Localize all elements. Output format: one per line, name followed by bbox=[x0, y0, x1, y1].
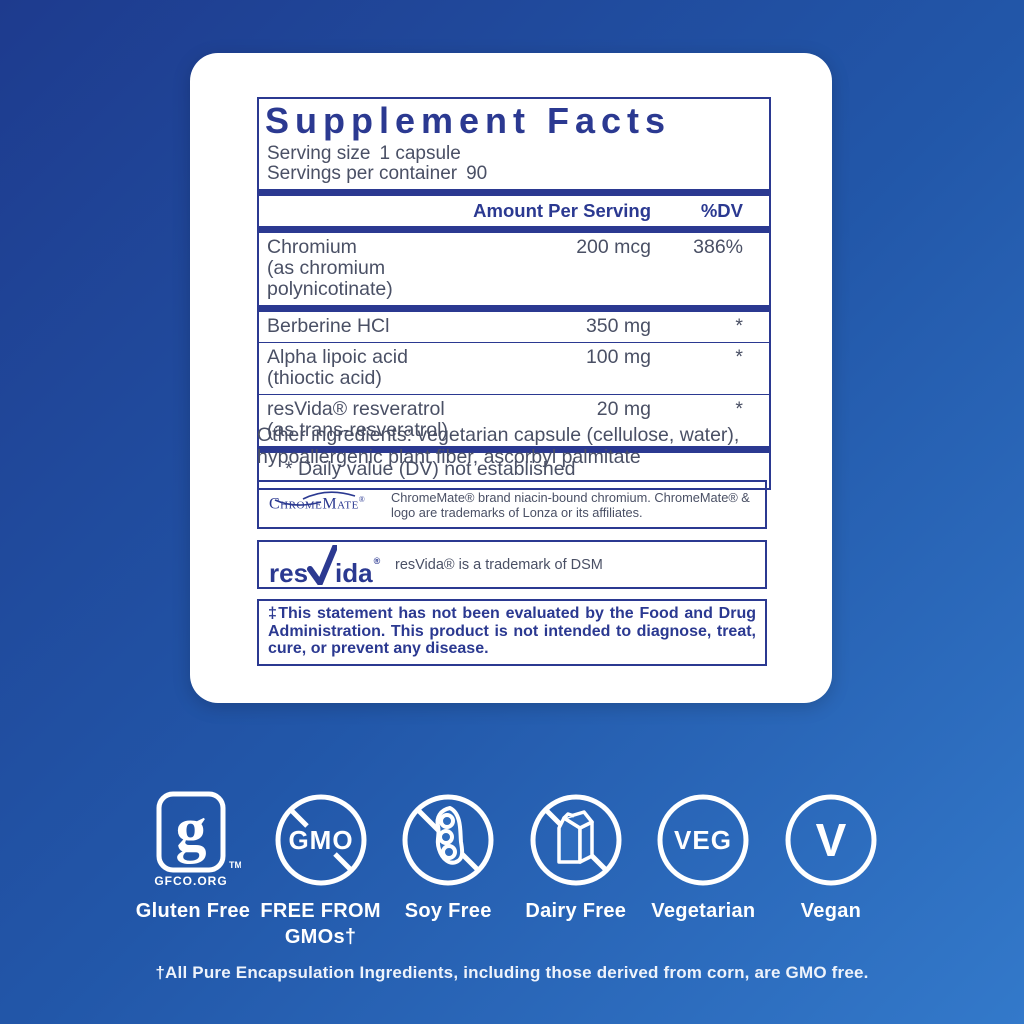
serving-size-value: 1 capsule bbox=[379, 143, 461, 164]
divider-bar bbox=[259, 305, 769, 312]
badge-vegan: V Vegan bbox=[771, 788, 891, 950]
chromemate-info-box: ChromeMate® ChromeMate® brand niacin-bou… bbox=[257, 480, 767, 529]
gmo-free-icon: GMO bbox=[275, 794, 367, 886]
badge-gluten-free: g TM GFCO.ORG Gluten Free bbox=[133, 788, 253, 950]
ingredient-amount: 20 mg bbox=[596, 398, 651, 420]
supplement-facts-title: Supplement Facts bbox=[265, 100, 672, 141]
svg-text:VEG: VEG bbox=[674, 825, 732, 855]
badge-soy-free: Soy Free bbox=[388, 788, 508, 950]
vegan-icon: V bbox=[785, 794, 877, 886]
daily-value-note: * Daily value (DV) not established bbox=[285, 458, 576, 480]
milk-carton-crossed-icon bbox=[530, 794, 622, 886]
svg-text:GFCO.ORG: GFCO.ORG bbox=[154, 874, 227, 888]
resvida-logo: res ida ® bbox=[269, 544, 381, 586]
badge-dairy-free: Dairy Free bbox=[516, 788, 636, 950]
table-row-berberine: Berberine HCl 350 mg * bbox=[259, 312, 769, 342]
svg-text:TM: TM bbox=[229, 860, 241, 870]
divider-bar bbox=[259, 446, 769, 453]
column-header-amount: Amount Per Serving bbox=[473, 200, 651, 221]
column-header-dv: %DV bbox=[700, 200, 743, 221]
svg-text:g: g bbox=[176, 796, 207, 864]
badge-label: FREE FROM GMOs† bbox=[260, 900, 381, 948]
gluten-free-gfco-icon: g TM GFCO.ORG bbox=[154, 791, 241, 888]
badge-gmo-free: GMO FREE FROM GMOs† bbox=[260, 788, 381, 950]
badge-label: Vegetarian bbox=[651, 900, 756, 922]
vegetarian-icon: VEG bbox=[657, 794, 749, 886]
serving-size: Serving size 1 capsule bbox=[259, 144, 769, 164]
servings-label: Servings per container bbox=[267, 163, 458, 184]
badge-vegetarian: VEG Vegetarian bbox=[643, 788, 763, 950]
ingredient-source: (as trans-resveratrol) bbox=[267, 419, 448, 441]
certification-badges: g TM GFCO.ORG Gluten Free GMO FREE FROM … bbox=[133, 788, 891, 950]
chromemate-trademark-text: ChromeMate® brand niacin-bound chromium.… bbox=[391, 489, 750, 520]
soybean-crossed-icon bbox=[402, 794, 494, 886]
ingredient-name: Berberine HCl bbox=[267, 315, 390, 337]
divider-bar bbox=[259, 189, 769, 196]
product-label-card: Supplement Facts Serving size 1 capsule S… bbox=[190, 53, 832, 703]
chromemate-swoosh-icon bbox=[274, 491, 356, 507]
badge-label: Vegan bbox=[800, 900, 862, 922]
divider-bar bbox=[259, 226, 769, 233]
chromemate-logo: ChromeMate® bbox=[269, 491, 377, 513]
servings-value: 90 bbox=[466, 163, 488, 184]
ingredient-dv: * bbox=[735, 398, 743, 420]
ingredient-name: Alpha lipoic acid (thioctic acid) bbox=[267, 346, 408, 389]
table-row-alpha-lipoic: Alpha lipoic acid (thioctic acid) 100 mg… bbox=[259, 342, 769, 394]
supplement-facts-panel: Supplement Facts Serving size 1 capsule S… bbox=[257, 97, 771, 490]
ingredient-amount: 100 mg bbox=[585, 346, 651, 368]
ingredient-dv: 386% bbox=[693, 236, 743, 258]
serving-size-label: Serving size bbox=[267, 143, 371, 164]
ingredient-dv: * bbox=[735, 315, 743, 337]
svg-text:V: V bbox=[816, 814, 847, 866]
ingredient-name: resVida® resveratrol bbox=[267, 398, 445, 420]
gmo-footnote: †All Pure Encapsulation Ingredients, inc… bbox=[155, 963, 869, 982]
servings-per-container: Servings per container 90 bbox=[259, 164, 769, 189]
ingredient-source: (as chromium polynicotinate) bbox=[267, 257, 393, 300]
badge-label: Soy Free bbox=[404, 900, 492, 922]
table-header: Amount Per Serving %DV bbox=[259, 196, 769, 226]
ingredient-dv: * bbox=[735, 346, 743, 368]
ingredient-amount: 350 mg bbox=[585, 315, 651, 337]
table-row-chromium: Chromium (as chromium polynicotinate) 20… bbox=[259, 233, 769, 305]
other-ingredients: Other ingredients: vegetarian capsule (c… bbox=[257, 424, 740, 468]
ingredient-amount: 200 mcg bbox=[576, 236, 651, 258]
badge-label: Dairy Free bbox=[525, 900, 627, 922]
resvida-trademark-text: resVida® is a trademark of DSM bbox=[395, 556, 603, 573]
fda-disclaimer: ‡This statement has not been evaluated b… bbox=[257, 599, 767, 666]
ingredient-name: Chromium bbox=[267, 236, 357, 258]
resvida-checkmark-icon bbox=[307, 544, 338, 585]
table-row-resvida: resVida® resveratrol (as trans-resveratr… bbox=[259, 394, 769, 446]
svg-text:GMO: GMO bbox=[288, 825, 353, 855]
badge-label: Gluten Free bbox=[135, 900, 251, 922]
resvida-info-box: res ida ® resVida® is a trademark of DSM bbox=[257, 540, 767, 589]
